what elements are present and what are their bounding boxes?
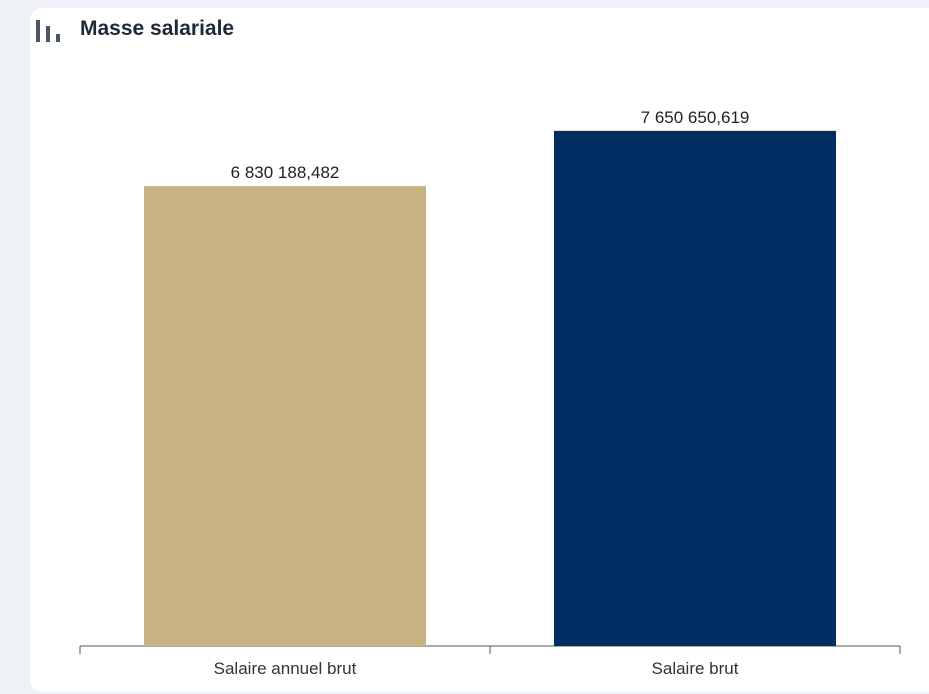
x-tick-label: Salaire brut — [652, 659, 739, 678]
bar-chart-icon — [36, 20, 60, 42]
chart-title: Masse salariale — [80, 17, 235, 40]
x-tick-label: Salaire annuel brut — [214, 659, 357, 678]
bar-value-label: 7 650 650,619 — [641, 108, 750, 127]
chart-header: Masse salariale — [34, 14, 234, 44]
bar-1[interactable] — [554, 130, 836, 646]
bar-value-label: 6 830 188,482 — [231, 163, 340, 182]
bar-0[interactable] — [144, 186, 426, 646]
